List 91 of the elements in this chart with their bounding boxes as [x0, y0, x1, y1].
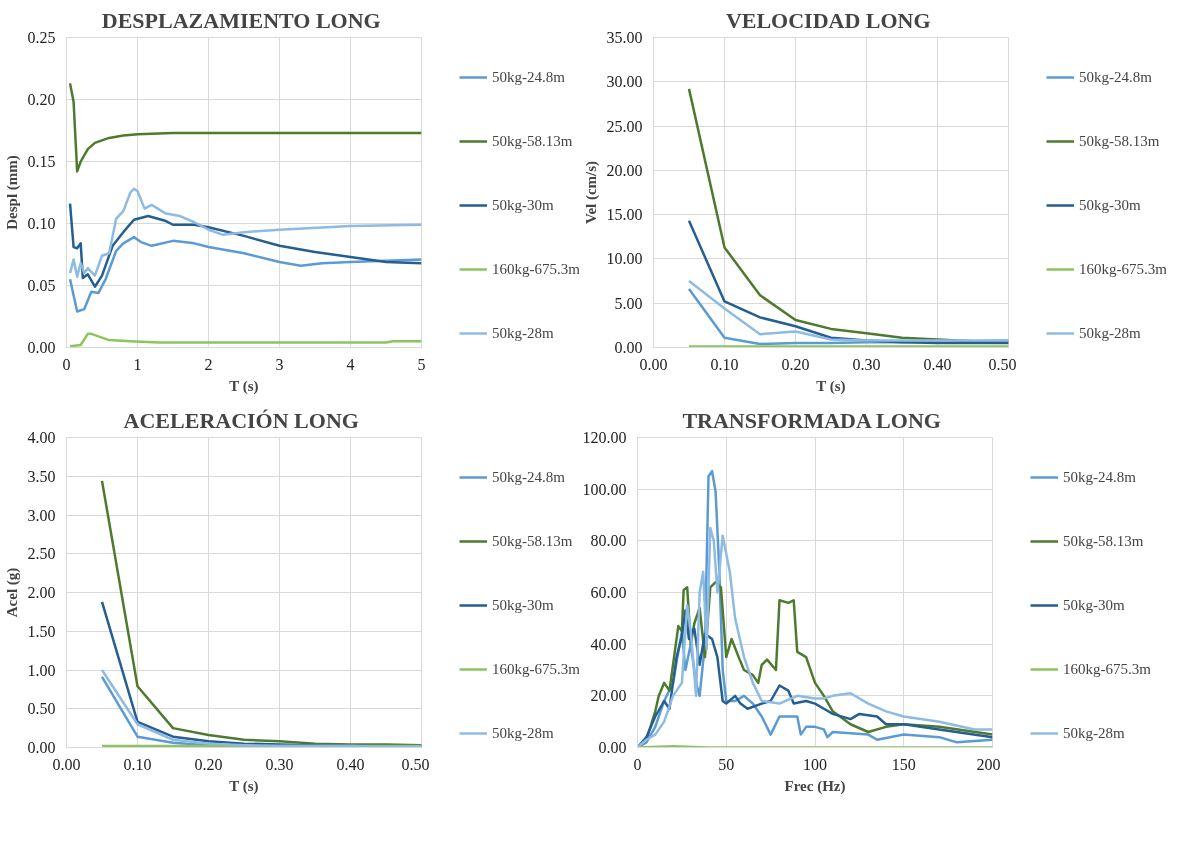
x-tick-label: 3	[275, 355, 284, 373]
legend-label: 50kg-24.8m	[492, 468, 565, 486]
y-tick-label: 3.50	[27, 467, 56, 485]
y-tick-label: 0.00	[598, 739, 627, 756]
legend-label: 160kg-675.3m	[1063, 660, 1151, 678]
y-axis-title: Acel (g)	[3, 567, 21, 618]
legend-label: 50kg-28m	[492, 724, 554, 742]
x-tick-label: 4	[346, 355, 355, 373]
legend-label: 50kg-28m	[1079, 324, 1141, 342]
x-tick-label: 1	[133, 355, 142, 373]
x-tick-label: 150	[891, 755, 916, 773]
y-tick-label: 5.00	[614, 294, 643, 312]
x-tick-label: 0.50	[401, 755, 430, 773]
y-tick-label: 15.00	[606, 206, 643, 224]
y-tick-label: 0.20	[27, 91, 56, 108]
y-tick-label: 0.50	[27, 700, 56, 718]
y-axis-title: Despl (mm)	[3, 155, 21, 230]
x-tick-label: 0.40	[336, 755, 365, 773]
chart-title: VELOCIDAD LONG	[725, 7, 931, 33]
x-tick-label: 100	[803, 755, 827, 773]
legend-label: 50kg-28m	[492, 324, 554, 342]
legend-label: 160kg-675.3m	[1079, 260, 1167, 278]
x-axis-title: T (s)	[229, 377, 259, 395]
legend-label: 50kg-30m	[1079, 196, 1141, 214]
line-series	[68, 187, 422, 279]
y-tick-label: 20.00	[606, 161, 643, 179]
line-series	[68, 202, 422, 288]
y-tick-label: 0.15	[27, 153, 56, 170]
x-tick-label: 0.00	[639, 355, 668, 373]
y-tick-label: 80.00	[590, 532, 627, 550]
y-tick-label: 2.00	[27, 584, 56, 601]
legend-label: 160kg-675.3m	[492, 260, 580, 278]
y-tick-label: 0.05	[27, 277, 56, 294]
x-tick-label: 2	[204, 355, 213, 373]
legend-label: 50kg-24.8m	[1063, 468, 1136, 486]
y-tick-label: 1.50	[27, 622, 56, 640]
x-axis-title: Frec (Hz)	[784, 777, 846, 795]
y-tick-label: 3.00	[27, 506, 56, 524]
legend-label: 50kg-28m	[1063, 724, 1125, 742]
legend-label: 50kg-58.13m	[1079, 132, 1160, 150]
x-tick-label: 0.40	[923, 355, 952, 373]
y-tick-label: 0.10	[27, 215, 56, 232]
y-tick-label: 4.00	[27, 429, 56, 446]
x-tick-label: 0.10	[710, 355, 739, 373]
y-tick-label: 1.00	[27, 661, 56, 679]
y-tick-label: 120.00	[582, 429, 627, 446]
chart-title: DESPLAZAMIENTO LONG	[101, 7, 381, 33]
y-tick-label: 0.00	[27, 339, 56, 356]
legend-label: 50kg-24.8m	[1079, 68, 1152, 86]
x-tick-label: 200	[976, 755, 1001, 773]
x-tick-label: 0.10	[123, 755, 152, 773]
x-tick-label: 0	[633, 755, 642, 773]
x-tick-label: 0.20	[781, 355, 810, 373]
chart-title: TRANSFORMADA LONG	[682, 407, 941, 433]
y-tick-label: 20.00	[590, 687, 627, 705]
line-series	[68, 235, 422, 313]
line-series	[100, 479, 422, 747]
y-tick-label: 0.25	[27, 29, 56, 46]
line-series	[687, 279, 1009, 342]
legend-label: 50kg-58.13m	[1063, 532, 1144, 550]
x-axis-title: T (s)	[229, 777, 259, 795]
legend-label: 50kg-24.8m	[492, 68, 565, 86]
legend-label: 160kg-675.3m	[492, 660, 580, 678]
y-tick-label: 0.00	[27, 739, 56, 756]
y-tick-label: 100.00	[582, 480, 627, 498]
y-tick-label: 35.00	[606, 29, 643, 46]
legend-label: 50kg-58.13m	[492, 132, 573, 150]
x-tick-label: 0	[62, 355, 71, 373]
y-tick-label: 2.50	[27, 545, 56, 563]
line-series	[68, 82, 422, 173]
x-tick-label: 0.00	[52, 755, 81, 773]
x-tick-label: 0.20	[194, 755, 223, 773]
legend-label: 50kg-30m	[492, 596, 554, 614]
y-tick-label: 25.00	[606, 117, 643, 135]
y-tick-label: 40.00	[590, 635, 627, 653]
legend-label: 50kg-58.13m	[492, 532, 573, 550]
y-tick-label: 0.00	[614, 339, 643, 356]
x-axis-title: T (s)	[816, 377, 846, 395]
line-series	[68, 332, 422, 348]
x-tick-label: 5	[417, 355, 426, 373]
y-tick-label: 10.00	[606, 250, 643, 268]
y-tick-label: 60.00	[590, 584, 627, 601]
x-tick-label: 50	[718, 755, 735, 773]
x-tick-label: 0.50	[988, 355, 1017, 373]
x-tick-label: 0.30	[265, 755, 294, 773]
y-axis-title: Vel (cm/s)	[582, 160, 600, 225]
legend-label: 50kg-30m	[492, 196, 554, 214]
x-tick-label: 0.30	[852, 355, 881, 373]
legend-label: 50kg-30m	[1063, 596, 1125, 614]
chart-title: ACELERACIÓN LONG	[123, 407, 359, 433]
y-tick-label: 30.00	[606, 73, 643, 91]
